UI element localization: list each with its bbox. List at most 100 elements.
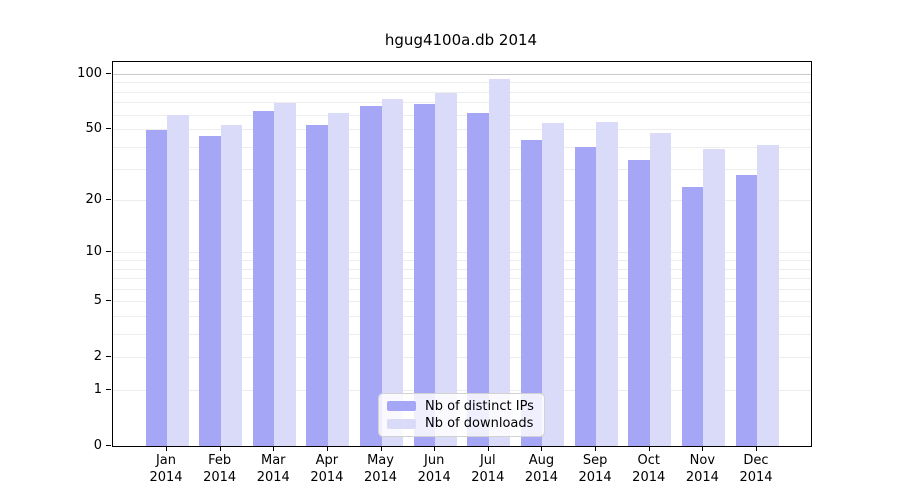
x-label-month: Nov xyxy=(689,453,716,468)
minor-gridline xyxy=(113,169,811,171)
legend-label-downloads: Nb of downloads xyxy=(425,416,534,432)
legend-row-downloads: Nb of downloads xyxy=(385,416,538,431)
x-tick xyxy=(756,446,757,451)
x-label-month: Apr xyxy=(315,453,339,468)
x-tick-label: Jun 2014 xyxy=(406,452,462,486)
y-tick-label: 20 xyxy=(85,192,102,208)
x-tick xyxy=(380,446,382,451)
bar-downloads-jul xyxy=(488,78,511,446)
bar-distinct-ips-sep xyxy=(574,147,597,446)
minor-gridline xyxy=(113,82,811,84)
x-label-month: Feb xyxy=(208,453,232,468)
legend-swatch-distinct-ips xyxy=(387,401,416,412)
minor-gridline xyxy=(113,278,811,280)
minor-gridline xyxy=(113,146,811,148)
y-tick-label: 1 xyxy=(93,381,102,397)
x-label-month: May xyxy=(367,453,394,468)
x-label-year: 2014 xyxy=(203,470,237,485)
x-label-year: 2014 xyxy=(256,470,290,485)
x-label-year: 2014 xyxy=(363,470,398,485)
bar-distinct-ips-dec xyxy=(735,175,757,446)
x-label-year: 2014 xyxy=(578,470,612,485)
x-tick-label: Mar 2014 xyxy=(245,452,301,486)
bar-downloads-nov xyxy=(703,149,725,446)
y-tick-label: 5 xyxy=(93,293,102,309)
x-tick-label: Aug 2014 xyxy=(513,452,569,486)
minor-gridline xyxy=(113,252,811,254)
x-label-year: 2014 xyxy=(471,470,505,485)
x-tick xyxy=(166,446,167,451)
x-label-month: Aug xyxy=(528,453,555,468)
x-tick-label: Feb 2014 xyxy=(192,452,248,486)
x-tick-label: Jan 2014 xyxy=(138,452,194,486)
bar-distinct-ips-aug xyxy=(520,139,543,446)
x-tick-label: Apr 2014 xyxy=(299,452,355,486)
minor-gridline xyxy=(113,129,811,131)
x-label-year: 2014 xyxy=(149,470,183,485)
minor-gridline xyxy=(113,268,811,270)
bar-downloads-mar xyxy=(274,102,296,446)
x-label-month: Dec xyxy=(743,453,769,468)
y-tick-label: 2 xyxy=(93,349,102,365)
x-label-month: Sep xyxy=(582,453,608,468)
x-tick xyxy=(487,446,489,451)
bar-distinct-ips-may xyxy=(360,106,382,446)
x-label-month: Jul xyxy=(479,453,496,468)
minor-gridline xyxy=(113,200,811,202)
minor-gridline xyxy=(113,301,811,303)
y-tick xyxy=(106,356,111,358)
x-label-year: 2014 xyxy=(417,470,451,485)
minor-gridline xyxy=(113,333,811,335)
x-tick xyxy=(702,446,704,451)
minor-gridline xyxy=(113,260,811,262)
bar-downloads-dec xyxy=(757,145,779,446)
x-tick xyxy=(541,446,543,451)
bar-downloads-sep xyxy=(596,122,618,446)
bar-distinct-ips-apr xyxy=(306,124,328,446)
bar-distinct-ips-jul xyxy=(467,112,489,446)
legend-label-distinct-ips: Nb of distinct IPs xyxy=(425,398,534,414)
bar-distinct-ips-oct xyxy=(628,159,650,446)
y-tick xyxy=(106,444,111,446)
minor-gridline xyxy=(113,315,811,317)
x-label-month: Mar xyxy=(261,453,286,468)
x-tick xyxy=(326,446,328,451)
minor-gridline xyxy=(113,114,811,116)
x-tick xyxy=(434,446,436,451)
x-label-year: 2014 xyxy=(685,470,719,485)
legend-row-distinct-ips: Nb of distinct IPs xyxy=(385,399,538,414)
x-tick xyxy=(595,446,597,451)
x-tick-label: May 2014 xyxy=(353,452,409,486)
x-tick-label: Dec 2014 xyxy=(728,452,784,486)
y-tick xyxy=(106,199,111,201)
bar-distinct-ips-jan xyxy=(145,129,167,446)
x-tick-label: Sep 2014 xyxy=(567,452,623,486)
bar-downloads-jun xyxy=(435,93,457,446)
x-label-year: 2014 xyxy=(739,470,773,485)
x-tick-label: Oct 2014 xyxy=(621,452,677,486)
x-tick xyxy=(273,446,275,451)
bar-downloads-oct xyxy=(649,132,672,446)
y-tick xyxy=(106,300,111,302)
y-tick xyxy=(106,251,111,253)
x-tick-label: Nov 2014 xyxy=(674,452,730,486)
y-tick xyxy=(106,73,111,75)
major-gridline xyxy=(113,74,811,76)
minor-gridline xyxy=(113,102,811,104)
chart-title: hgug4100a.db 2014 xyxy=(384,31,538,49)
legend: Nb of distinct IPs Nb of downloads xyxy=(378,393,545,437)
x-label-year: 2014 xyxy=(632,470,666,485)
x-label-month: Oct xyxy=(637,453,660,468)
minor-gridline xyxy=(113,389,811,391)
bar-distinct-ips-jun xyxy=(413,104,436,446)
y-tick-label: 0 xyxy=(93,437,102,453)
y-tick-label: 100 xyxy=(77,66,102,82)
y-tick-label: 50 xyxy=(85,121,102,137)
x-label-year: 2014 xyxy=(310,470,344,485)
legend-swatch-downloads xyxy=(387,418,416,429)
x-tick xyxy=(648,446,650,451)
minor-gridline xyxy=(113,288,811,290)
bar-downloads-jan xyxy=(167,115,189,446)
bar-distinct-ips-nov xyxy=(681,186,704,446)
